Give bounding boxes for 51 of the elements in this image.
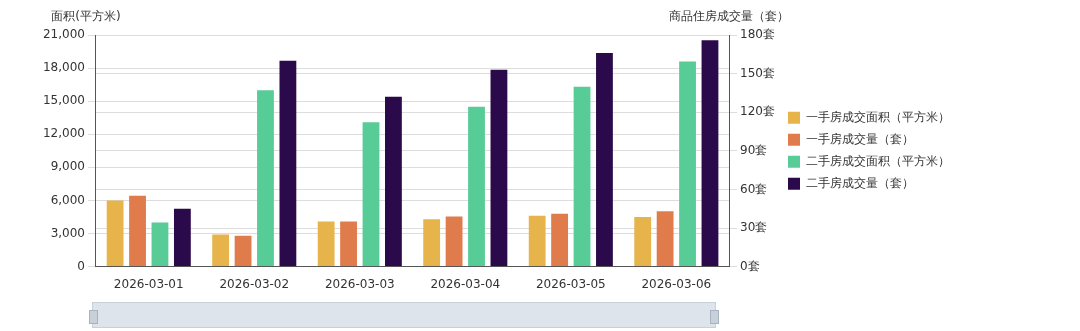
y-tick-label: 6,000: [50, 192, 85, 207]
y2-axis-title: 商品住房成交量（套）: [669, 9, 790, 24]
bar: [234, 235, 252, 267]
y-tick-label: 18,000: [42, 60, 85, 75]
y-tick-label: 12,000: [42, 126, 85, 141]
bar: [468, 106, 485, 267]
y-axis-title: 面积(平方米): [51, 9, 121, 24]
legend-label: 一手房成交量（套）: [806, 131, 914, 146]
bar: [106, 200, 124, 267]
bar: [551, 213, 569, 267]
bar: [212, 234, 230, 267]
bar: [173, 208, 191, 267]
x-tick-label: 2026-03-05: [535, 276, 606, 291]
bar: [528, 215, 546, 267]
bar: [129, 195, 146, 267]
y2-tick-label: 90套: [740, 142, 768, 157]
x-tick-label: 2026-03-06: [641, 276, 712, 291]
y2-tick-label: 180套: [740, 27, 775, 42]
y-tick-label: 21,000: [42, 27, 85, 42]
legend-label: 二手房成交面积（平方米）: [806, 153, 950, 168]
bar: [573, 86, 591, 267]
bar: [340, 221, 357, 267]
bar: [634, 216, 652, 267]
bar: [445, 216, 463, 267]
y2-tick-label: 0套: [740, 258, 760, 273]
y2-tick-label: 120套: [740, 104, 775, 119]
bar: [279, 60, 297, 267]
x-tick-label: 2026-03-04: [430, 276, 501, 291]
bar: [151, 222, 169, 267]
bar: [596, 53, 613, 267]
legend-label: 一手房成交面积（平方米）: [806, 109, 950, 124]
bar: [257, 90, 274, 267]
x-tick-label: 2026-03-03: [324, 276, 395, 291]
y-tick-label: 15,000: [42, 93, 85, 108]
y-tick-label: 0: [77, 258, 85, 273]
y-tick-label: 9,000: [50, 159, 85, 174]
x-tick-label: 2026-03-02: [219, 276, 290, 291]
bar: [490, 69, 508, 267]
legend-label: 二手房成交量（套）: [806, 175, 914, 190]
bar: [385, 96, 402, 267]
bar: [317, 221, 335, 267]
bar: [362, 122, 380, 267]
y-tick-label: 3,000: [50, 225, 85, 240]
bar: [656, 211, 674, 267]
bar: [679, 61, 696, 267]
x-tick-label: 2026-03-01: [113, 276, 184, 291]
y2-tick-label: 30套: [740, 220, 768, 235]
y2-tick-label: 60套: [740, 181, 768, 196]
y2-tick-label: 150套: [740, 65, 775, 80]
bar: [423, 219, 441, 267]
bar: [701, 40, 719, 267]
